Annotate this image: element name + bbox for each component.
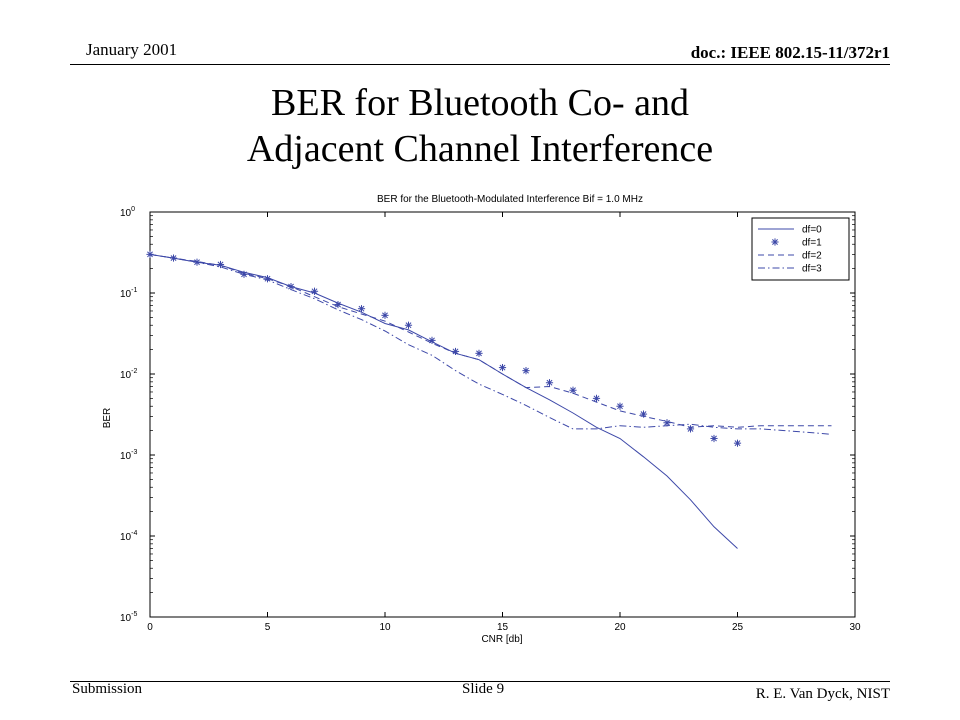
x-axis-label: CNR [db]	[481, 634, 522, 645]
legend-label-df-0: df=0	[802, 225, 822, 236]
y-tick-label: 10-1	[120, 287, 137, 300]
header-date: January 2001	[86, 40, 178, 59]
header-doc-id: doc.: IEEE 802.15-11/372r1	[690, 43, 890, 62]
series-df-1-point	[569, 386, 577, 394]
series-df-1-point	[428, 336, 436, 344]
series-df-0-line	[149, 253, 738, 549]
footer-author: R. E. Van Dyck, NIST	[755, 686, 890, 702]
legend-label-df-2: df=2	[802, 251, 822, 262]
header-rule	[70, 64, 890, 65]
y-tick-label: 10-5	[120, 611, 137, 624]
legend: df=0 df=1 df=2 df=3	[751, 217, 850, 281]
x-tick-label: 15	[497, 622, 509, 633]
series-df-1-point	[310, 287, 319, 295]
x-tick-label: 25	[732, 622, 744, 633]
series-df-1-point	[686, 425, 695, 433]
footer-submission: Submission	[72, 681, 143, 697]
series-group	[146, 250, 832, 549]
legend-box	[751, 217, 850, 281]
series-df-1-point	[357, 305, 366, 313]
y-tick-label: 10-3	[120, 449, 137, 462]
x-tick-label: 5	[265, 622, 271, 633]
ber-chart: BER for the Bluetooth-Modulated Interfer…	[102, 194, 861, 645]
legend-label-df-3: df=3	[802, 264, 822, 275]
legend-label-df-1: df=1	[802, 238, 822, 249]
series-df-1-point	[545, 379, 554, 387]
chart-title: BER for the Bluetooth-Modulated Interfer…	[377, 194, 643, 205]
series-df-1-point	[451, 347, 460, 356]
slide-title-line-2: Adjacent Channel Interference	[246, 128, 714, 170]
series-df-1-point	[404, 321, 413, 329]
series-df-1-point	[240, 270, 248, 278]
series-df-1-point	[663, 419, 671, 427]
series-df-1-point	[334, 300, 342, 309]
y-tick-label: 10-2	[120, 368, 137, 381]
y-axis-label: BER	[102, 408, 113, 429]
axis-ticks: 0 5 10 15 20 25 30 100 10-1 10-2 10-3 10-4 10-5	[120, 206, 861, 633]
series-df-2-line	[149, 253, 832, 428]
x-tick-label: 30	[849, 622, 861, 633]
plot-area	[149, 211, 856, 618]
series-df-1-point	[733, 439, 742, 447]
series-df-1-point	[381, 311, 389, 319]
x-tick-label: 0	[147, 622, 153, 633]
series-df-1-point	[216, 260, 225, 269]
x-tick-label: 20	[614, 622, 626, 633]
footer-slide-number: Slide 9	[462, 681, 505, 697]
series-df-1-point	[710, 434, 718, 443]
footer-rule	[70, 681, 890, 682]
y-tick-label: 10-4	[120, 530, 137, 543]
legend-marker-df-1	[771, 238, 779, 246]
series-df-1-point	[616, 402, 624, 410]
x-tick-label: 10	[379, 622, 391, 633]
y-tick-label: 100	[120, 206, 135, 219]
series-df-1-point	[475, 349, 483, 357]
series-df-1-point	[592, 394, 601, 402]
slide-title: BER for Bluetooth Co- and Adjacent Chann…	[0, 80, 960, 172]
series-df-1-point	[498, 363, 507, 372]
series-df-1-point	[522, 367, 530, 375]
slide-title-line-1: BER for Bluetooth Co- and	[271, 82, 689, 124]
series-df-3-line	[149, 253, 832, 435]
